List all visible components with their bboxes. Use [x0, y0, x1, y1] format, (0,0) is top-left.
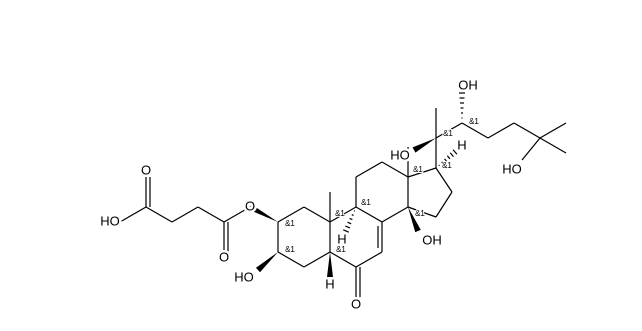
hash-bond: [452, 149, 458, 155]
wedge-bond: [248, 204, 278, 222]
hash-bond: [349, 217, 353, 221]
hash-bond: [441, 161, 444, 164]
bond: [435, 122, 463, 139]
stereo-label: &1: [413, 165, 423, 174]
stereo-label: &1: [443, 129, 453, 138]
atom-label: H: [337, 231, 346, 246]
atom-label: OH: [422, 232, 442, 247]
atom-label: OH: [458, 77, 478, 92]
stereo-label: &1: [415, 209, 425, 218]
atom-label: O: [351, 296, 361, 311]
atom-label: H: [457, 137, 466, 152]
bond: [145, 206, 173, 223]
bond: [461, 122, 489, 139]
atom-label: O: [245, 198, 255, 213]
bond: [303, 206, 331, 223]
atom-label: O: [219, 249, 229, 264]
stereo-label: &1: [335, 209, 345, 218]
bond: [355, 161, 383, 178]
bond: [487, 122, 515, 139]
bond: [407, 167, 437, 178]
wedge-bond: [327, 252, 333, 277]
bond: [197, 206, 225, 223]
bond: [223, 206, 251, 223]
hash-bond: [343, 229, 349, 233]
hash-bond: [351, 214, 354, 216]
bond: [355, 251, 383, 268]
stereo-label: &1: [285, 245, 295, 254]
hash-bond: [438, 164, 440, 167]
atom-label: H: [325, 276, 334, 291]
bond: [277, 206, 305, 223]
stereo-label: &1: [442, 161, 452, 170]
bond: [521, 137, 541, 161]
hash-bond: [449, 152, 454, 157]
atom-label: HO: [234, 269, 254, 284]
bond: [539, 122, 567, 139]
bond: [303, 251, 331, 268]
atom-label: HO: [502, 161, 522, 176]
bond: [513, 122, 541, 139]
bond: [329, 206, 357, 223]
bond: [539, 137, 567, 154]
bond: [171, 206, 199, 223]
bond: [435, 167, 453, 193]
bond: [381, 206, 409, 223]
bond: [381, 161, 409, 178]
hash-bond: [446, 155, 451, 160]
bond: [329, 251, 357, 268]
bond: [277, 251, 305, 268]
hash-bond: [345, 225, 351, 229]
atom-label: O: [141, 162, 151, 177]
bond: [119, 206, 147, 223]
hash-bond: [444, 158, 447, 162]
atom-label: HO: [100, 213, 120, 228]
bond: [435, 191, 453, 218]
hash-bond: [347, 221, 352, 225]
atom-label: HO: [390, 147, 410, 162]
bond: [355, 206, 383, 223]
wedge-bond: [408, 207, 421, 233]
wedge-bond: [412, 138, 436, 153]
stereo-label: &1: [336, 245, 346, 254]
wedge-bond: [255, 252, 278, 273]
stereo-label: &1: [361, 198, 371, 207]
bond: [407, 206, 437, 218]
stereo-label: &1: [285, 219, 295, 228]
stereo-label: &1: [469, 117, 479, 126]
